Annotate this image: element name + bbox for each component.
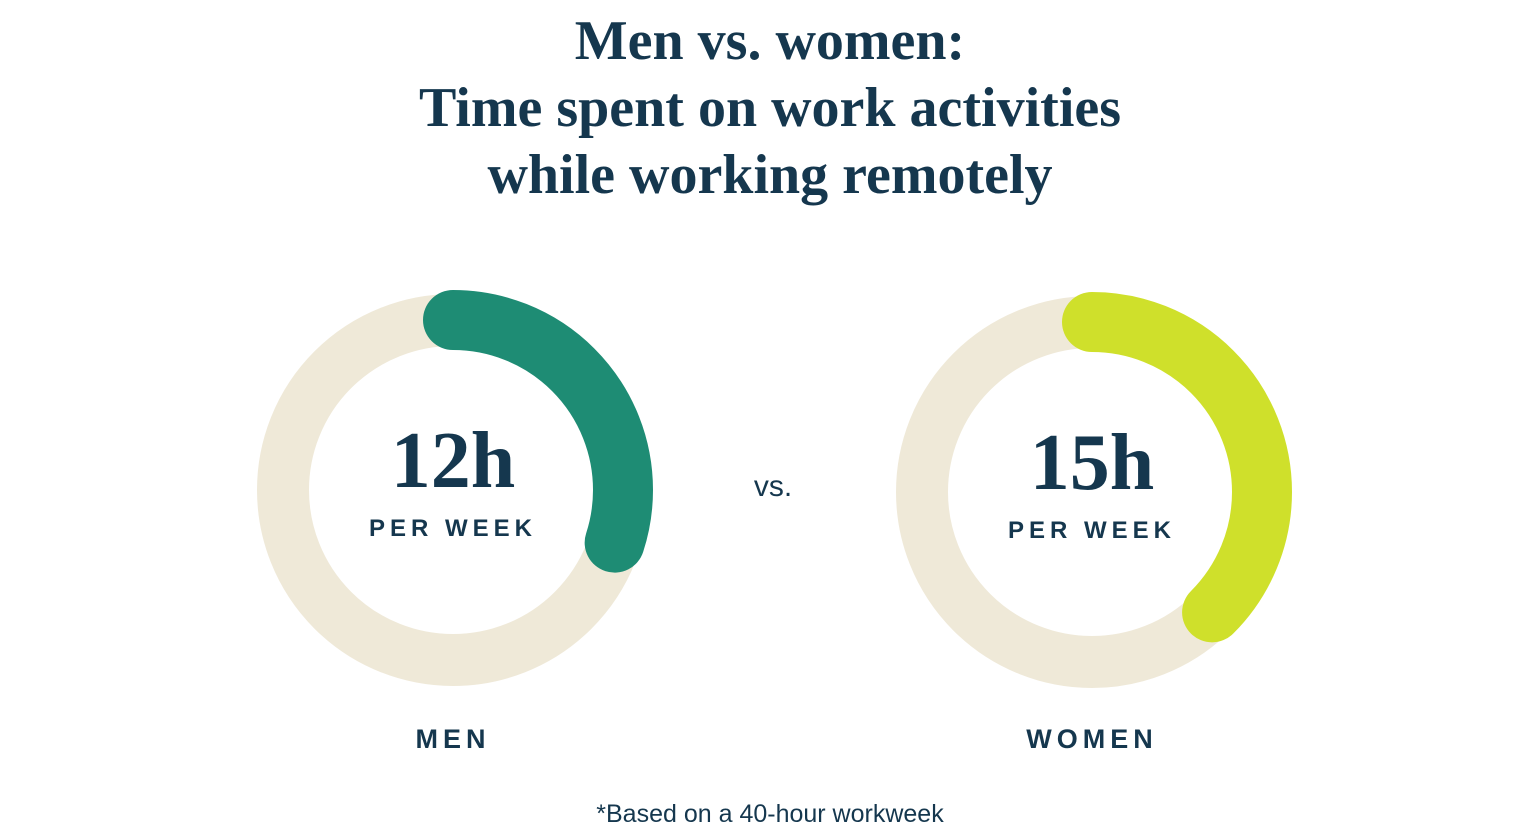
donut-women-ring-icon <box>892 292 1292 692</box>
donut-chart-women: 15h PER WEEK <box>892 292 1292 692</box>
men-category-label: MEN <box>415 724 491 754</box>
women-category-label: WOMEN <box>1026 724 1158 754</box>
vs-label: vs. <box>753 470 793 503</box>
footnote: *Based on a 40-hour workweek <box>596 800 944 828</box>
chart-title-line-1: Men vs. women: <box>574 10 966 72</box>
chart-title-line-3: while working remotely <box>487 144 1053 206</box>
donut-chart-men: 12h PER WEEK <box>253 290 653 690</box>
chart-title-line-2: Time spent on work activities <box>418 77 1122 139</box>
donut-men-ring-icon <box>253 290 653 690</box>
chart-title: Men vs. women: Time spent on work activi… <box>0 8 1540 209</box>
